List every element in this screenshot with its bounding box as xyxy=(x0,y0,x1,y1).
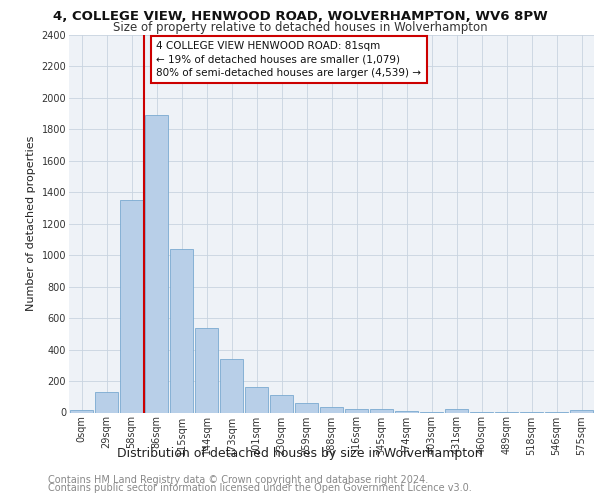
Bar xyxy=(245,388,268,412)
Text: 4, COLLEGE VIEW, HENWOOD ROAD, WOLVERHAMPTON, WV6 8PW: 4, COLLEGE VIEW, HENWOOD ROAD, WOLVERHAM… xyxy=(53,10,547,23)
Bar xyxy=(70,410,93,412)
Bar xyxy=(370,410,393,412)
Bar xyxy=(445,410,468,412)
Text: Contains HM Land Registry data © Crown copyright and database right 2024.: Contains HM Land Registry data © Crown c… xyxy=(48,475,428,485)
Bar xyxy=(295,403,318,412)
Text: Size of property relative to detached houses in Wolverhampton: Size of property relative to detached ho… xyxy=(113,21,487,34)
Y-axis label: Number of detached properties: Number of detached properties xyxy=(26,136,36,312)
Bar xyxy=(145,115,168,412)
Bar xyxy=(270,395,293,412)
Bar xyxy=(345,408,368,412)
Text: 4 COLLEGE VIEW HENWOOD ROAD: 81sqm
← 19% of detached houses are smaller (1,079)
: 4 COLLEGE VIEW HENWOOD ROAD: 81sqm ← 19%… xyxy=(157,42,421,78)
Bar xyxy=(395,411,418,412)
Bar xyxy=(320,407,343,412)
Bar xyxy=(220,359,243,412)
Bar xyxy=(195,328,218,412)
Bar xyxy=(95,392,118,412)
Text: Contains public sector information licensed under the Open Government Licence v3: Contains public sector information licen… xyxy=(48,483,472,493)
Bar xyxy=(170,249,193,412)
Bar xyxy=(570,410,593,412)
Bar xyxy=(120,200,143,412)
Text: Distribution of detached houses by size in Wolverhampton: Distribution of detached houses by size … xyxy=(117,448,483,460)
